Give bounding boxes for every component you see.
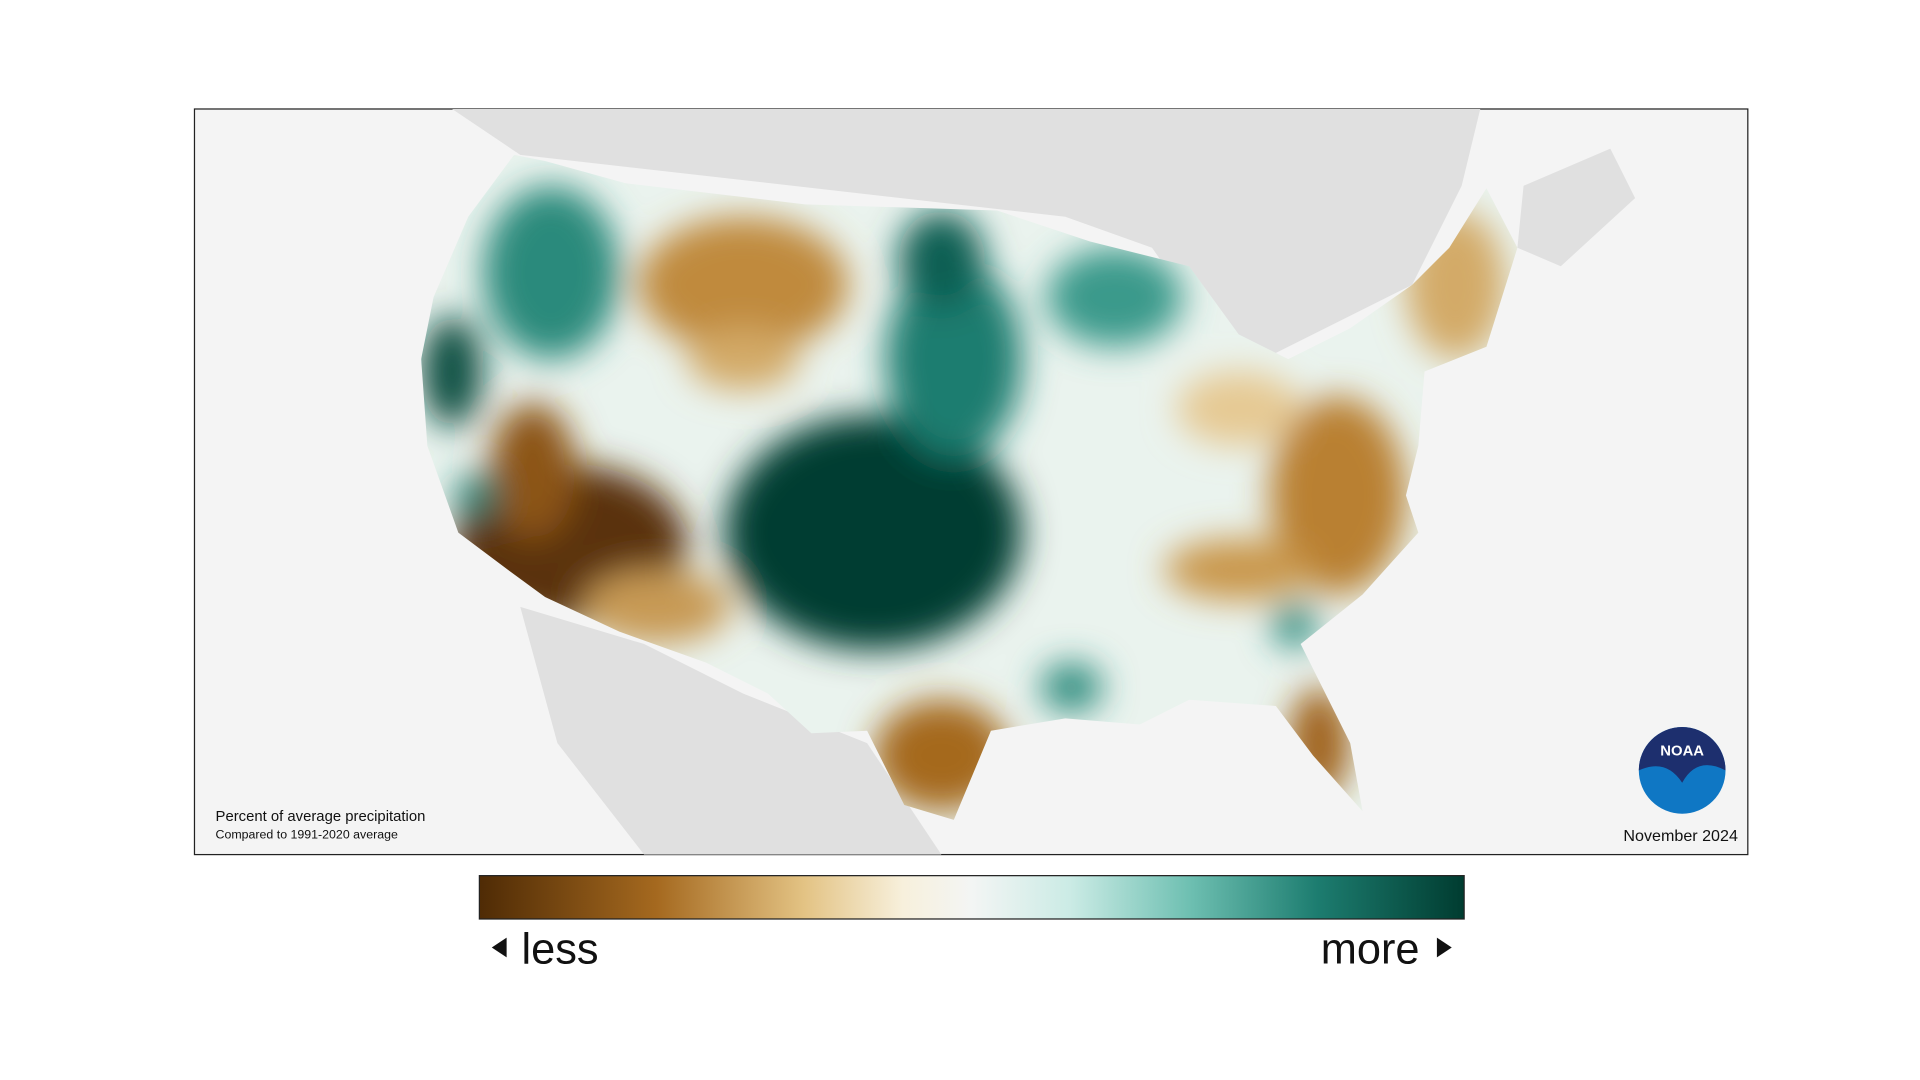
legend-less: less <box>521 926 598 974</box>
map-date: November 2024 <box>1623 827 1738 845</box>
land-background <box>452 108 1636 855</box>
legend-more: more <box>1321 926 1420 974</box>
color-scale <box>478 875 1465 920</box>
note-title: Percent of average precipitation <box>216 809 426 825</box>
less-arrow <box>491 937 507 958</box>
logo-text: NOAA <box>1660 744 1704 760</box>
noaa-logo: NOAA <box>1638 727 1726 814</box>
more-arrow <box>1436 937 1452 958</box>
note-subtitle: Compared to 1991-2020 average <box>216 827 398 841</box>
